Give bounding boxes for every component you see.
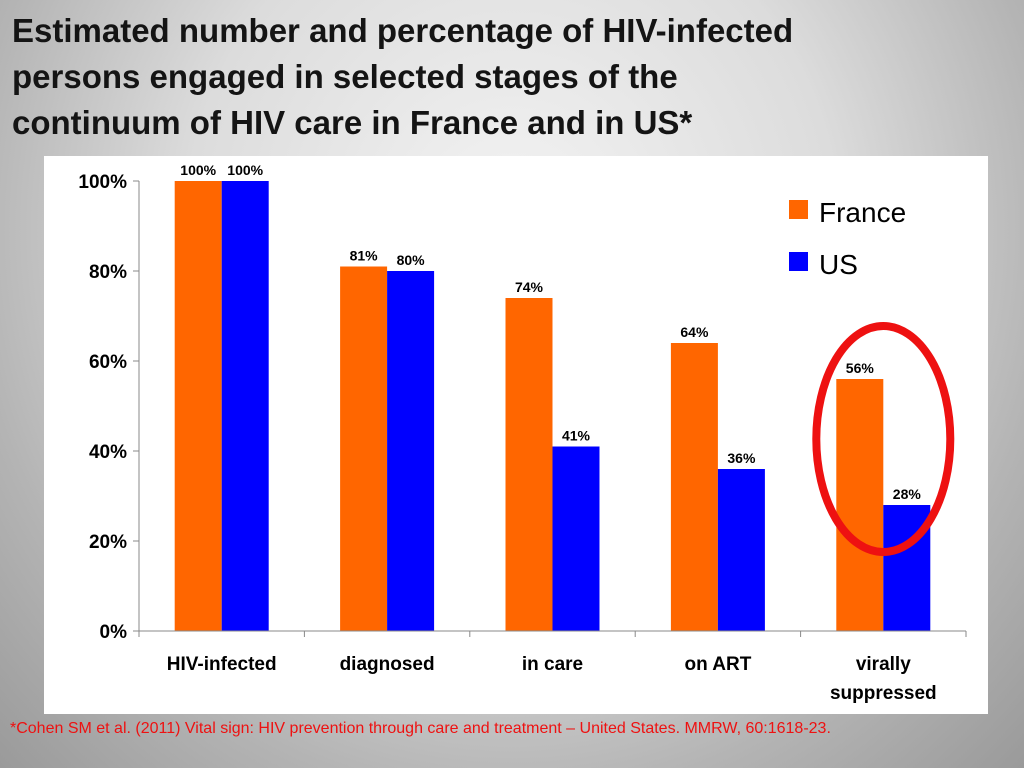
title-line-3: continuum of HIV care in France and in U…: [12, 104, 693, 141]
y-tick-label-60: 60%: [89, 352, 127, 373]
title-line-2: persons engaged in selected stages of th…: [12, 58, 678, 95]
data-label-france-virally-suppressed: 56%: [846, 360, 875, 376]
x-tick-label-virally-suppressed: virally suppressed: [830, 654, 937, 704]
data-label-france-diagnosed: 81%: [350, 248, 379, 264]
bar-us-diagnosed: [387, 271, 435, 631]
bar-france-virally-suppressed: [836, 379, 884, 631]
bar-chart: 100% 81% 74% 64% 56% 100% 80% 41% 36% 28% 0% 20% 40%…: [78, 162, 967, 704]
data-label-us-hiv-infected: 100%: [227, 162, 263, 178]
x-tick-label-in-care: in care: [522, 654, 583, 675]
bar-france-hiv-infected: [174, 181, 222, 631]
bar-france-in-care: [505, 298, 553, 631]
bar-france-on-art: [670, 343, 718, 631]
bar-france-diagnosed: [340, 266, 388, 631]
y-tick-label-20: 20%: [89, 532, 127, 553]
data-label-us-in-care: 41%: [562, 428, 591, 444]
x-tick-label-on-art: on ART: [684, 654, 751, 675]
data-label-us-virally-suppressed: 28%: [893, 486, 922, 502]
data-label-us-diagnosed: 80%: [397, 252, 426, 268]
bar-us-hiv-infected: [221, 181, 269, 631]
legend-swatch-france: [789, 200, 808, 219]
legend-label-france: France: [819, 197, 906, 228]
title-line-1: Estimated number and percentage of HIV-i…: [12, 12, 794, 49]
y-tick-label-0: 0%: [100, 622, 128, 643]
data-label-france-on-art: 64%: [680, 324, 709, 340]
x-tick-label-diagnosed: diagnosed: [340, 654, 435, 675]
chart-panel: 100% 81% 74% 64% 56% 100% 80% 41% 36% 28% 0% 20% 40%…: [44, 156, 988, 714]
data-label-france-in-care: 74%: [515, 279, 544, 295]
legend-swatch-us: [789, 252, 808, 271]
highlight-ellipse: [812, 322, 955, 556]
bar-us-on-art: [717, 469, 765, 631]
data-label-us-on-art: 36%: [727, 450, 756, 466]
y-tick-label-100: 100%: [78, 172, 127, 193]
data-label-france-hiv-infected: 100%: [180, 162, 216, 178]
slide-title: Estimated number and percentage of HIV-i…: [12, 8, 1012, 146]
legend-label-us: US: [819, 249, 858, 280]
y-tick-label-40: 40%: [89, 442, 127, 463]
x-tick-label-hiv-infected: HIV-infected: [167, 654, 277, 675]
footnote: *Cohen SM et al. (2011) Vital sign: HIV …: [10, 720, 831, 737]
bar-us-in-care: [552, 446, 600, 631]
y-tick-label-80: 80%: [89, 262, 127, 283]
